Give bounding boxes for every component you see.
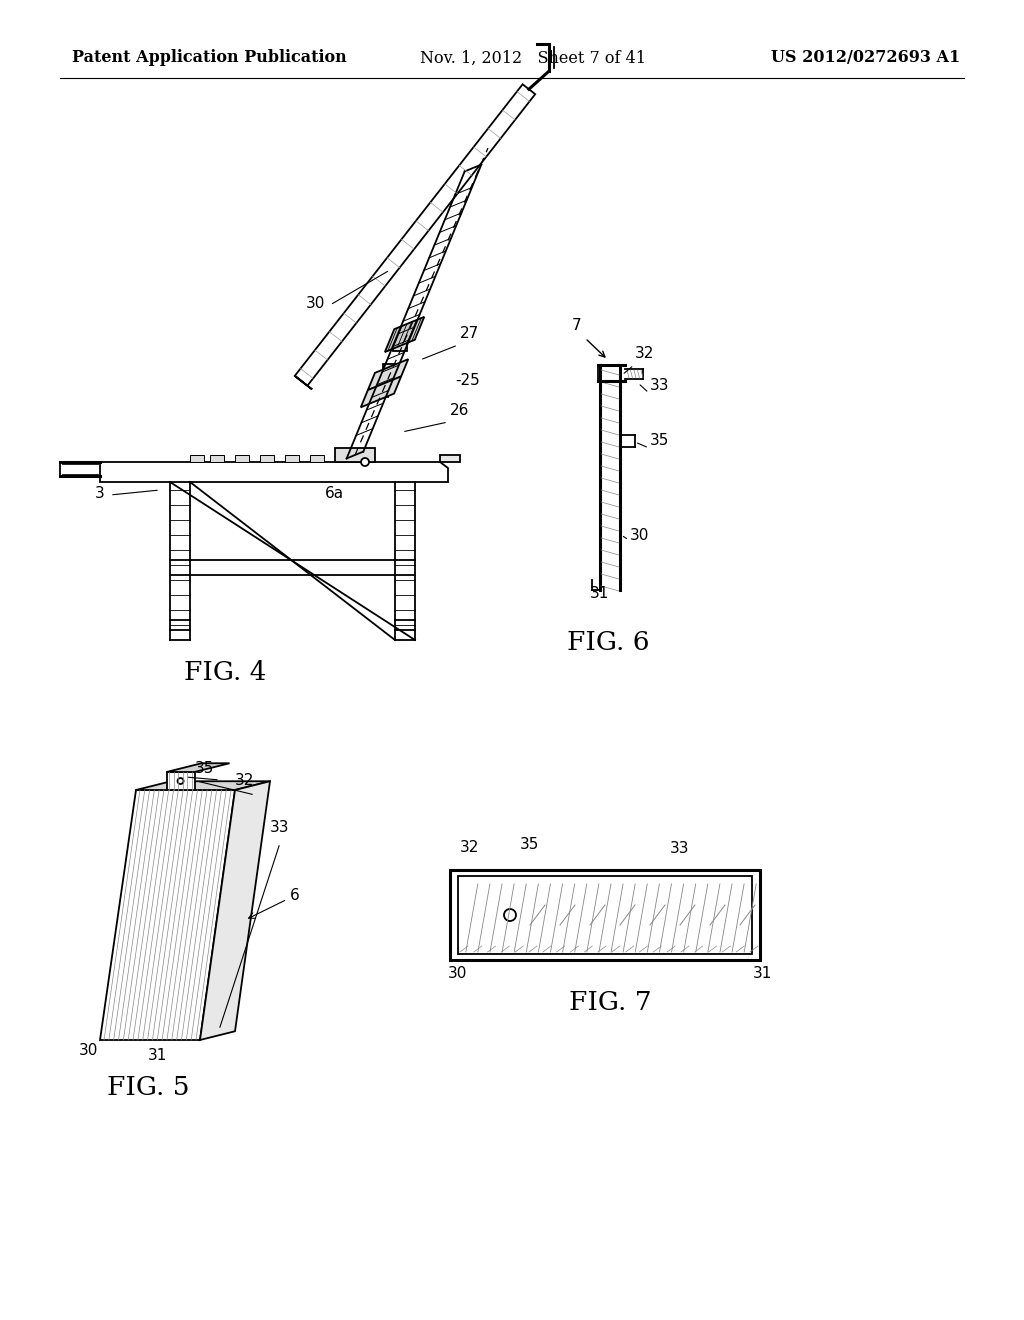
Text: FIG. 7: FIG. 7 [568,990,651,1015]
Text: 30: 30 [630,528,649,543]
Text: 3: 3 [95,486,104,502]
Polygon shape [190,455,204,462]
Text: 30: 30 [449,966,467,981]
Text: FIG. 4: FIG. 4 [183,660,266,685]
Circle shape [361,458,369,466]
Text: 7: 7 [572,318,582,333]
Polygon shape [100,789,234,1040]
Bar [393,341,407,351]
Text: 6: 6 [249,888,300,919]
Text: 32: 32 [234,774,254,788]
Bar [374,387,388,397]
Text: 33: 33 [650,378,670,393]
Bar [458,876,752,954]
Text: 35: 35 [195,762,214,776]
Bar [450,870,760,960]
Polygon shape [285,455,299,462]
Text: 35: 35 [650,433,670,447]
Text: 26: 26 [450,403,469,418]
Polygon shape [167,772,195,789]
Polygon shape [440,455,460,462]
Text: 32: 32 [460,840,479,855]
Polygon shape [368,359,409,391]
Text: 31: 31 [590,586,609,601]
Text: FIG. 6: FIG. 6 [566,630,649,655]
Circle shape [177,777,183,784]
Polygon shape [200,781,270,1040]
Text: 33: 33 [670,841,689,855]
Text: 32: 32 [635,346,654,360]
Polygon shape [295,84,536,385]
Polygon shape [385,317,424,352]
Polygon shape [295,376,312,389]
Text: 31: 31 [148,1048,167,1063]
Text: 33: 33 [270,820,290,836]
Text: 27: 27 [460,326,479,341]
Text: 30: 30 [306,296,326,312]
Polygon shape [234,455,249,462]
Polygon shape [335,447,375,462]
Polygon shape [136,781,270,789]
Polygon shape [260,455,274,462]
Text: Patent Application Publication: Patent Application Publication [72,49,347,66]
Text: US 2012/0272693 A1: US 2012/0272693 A1 [771,49,961,66]
Circle shape [504,909,516,921]
Bar [383,364,397,374]
Text: 31: 31 [753,966,772,981]
Text: FIG. 5: FIG. 5 [106,1074,189,1100]
Polygon shape [167,763,229,772]
Polygon shape [210,455,224,462]
Polygon shape [310,455,324,462]
Text: 30: 30 [79,1043,98,1059]
Text: 35: 35 [520,837,540,851]
Polygon shape [100,462,449,482]
Polygon shape [360,376,401,408]
Text: -25: -25 [455,374,480,388]
Text: Nov. 1, 2012   Sheet 7 of 41: Nov. 1, 2012 Sheet 7 of 41 [420,49,646,66]
Text: 6a: 6a [325,486,344,502]
